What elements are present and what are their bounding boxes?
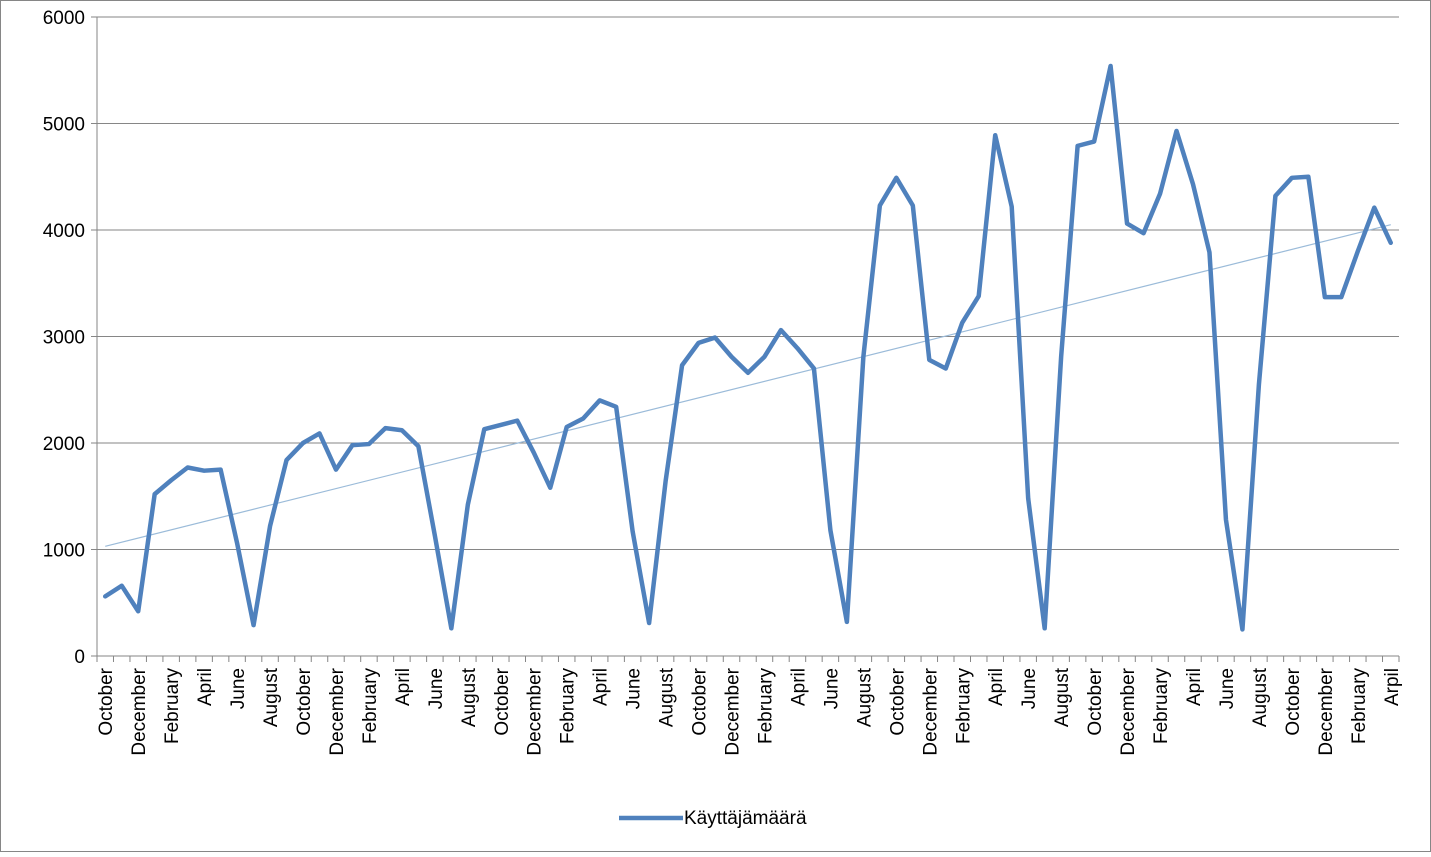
x-tick-label: August <box>459 667 480 727</box>
x-tick-label: October <box>1283 667 1304 735</box>
x-tick-label: December <box>1316 667 1337 755</box>
x-tick-label: December <box>525 667 546 755</box>
x-tick-label: August <box>1052 667 1073 727</box>
y-tick-label: 5000 <box>43 115 85 136</box>
y-tick-label: 0 <box>74 647 85 668</box>
legend-label: Käyttäjämäärä <box>684 808 807 829</box>
x-tick-label: February <box>1349 668 1370 745</box>
x-tick-label: June <box>426 668 447 709</box>
x-tick-label: June <box>821 668 842 709</box>
x-tick-label: February <box>360 668 381 745</box>
x-tick-label: August <box>1250 667 1271 727</box>
x-tick-label: October <box>492 667 513 735</box>
x-tick-label: August <box>854 667 875 727</box>
x-tick-label: August <box>261 667 282 727</box>
x-tick-label: February <box>953 668 974 745</box>
x-tick-label: October <box>1085 667 1106 735</box>
x-tick-label: June <box>228 668 249 709</box>
y-tick-label: 6000 <box>43 8 85 29</box>
x-tick-label: April <box>591 668 612 706</box>
x-tick-label: December <box>327 667 348 755</box>
x-tick-label: December <box>129 667 150 755</box>
x-tick-label: October <box>294 667 315 735</box>
x-tick-label: April <box>788 668 809 706</box>
x-tick-label: February <box>755 668 776 745</box>
x-tick-label: December <box>920 667 941 755</box>
x-tick-label: October <box>96 667 117 735</box>
x-tick-label: October <box>887 667 908 735</box>
y-tick-label: 2000 <box>43 434 85 455</box>
x-tick-label: June <box>1019 668 1040 709</box>
x-tick-label: Arpil <box>1382 668 1403 706</box>
x-tick-label: April <box>393 668 414 706</box>
x-tick-label: April <box>986 668 1007 706</box>
x-tick-label: June <box>624 668 645 709</box>
x-tick-label: June <box>1217 668 1238 709</box>
y-tick-label: 4000 <box>43 221 85 242</box>
x-tick-label: February <box>162 668 183 745</box>
x-tick-label: February <box>558 668 579 745</box>
x-tick-label: April <box>195 668 216 706</box>
x-tick-label: December <box>1118 667 1139 755</box>
x-tick-label: August <box>657 667 678 727</box>
x-tick-label: April <box>1184 668 1205 706</box>
x-tick-label: December <box>723 667 744 755</box>
y-tick-label: 1000 <box>43 541 85 562</box>
x-tick-label: October <box>690 667 711 735</box>
y-tick-label: 3000 <box>43 328 85 349</box>
x-tick-label: February <box>1151 668 1172 745</box>
